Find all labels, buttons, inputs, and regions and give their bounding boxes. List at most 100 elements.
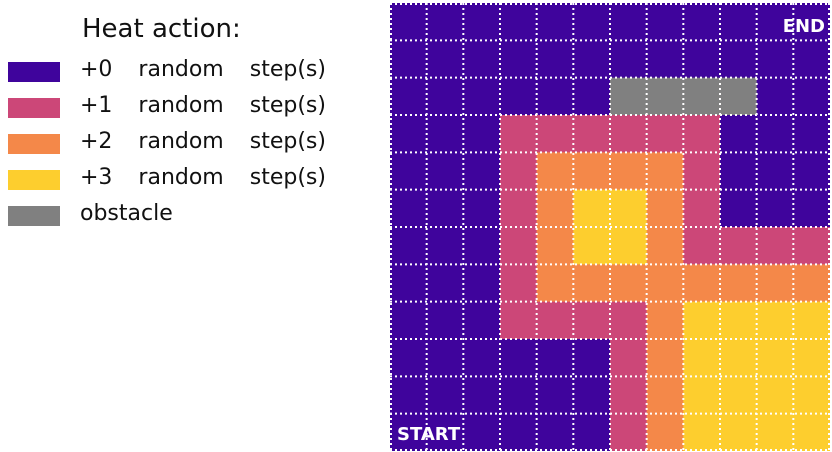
grid-cell-plus0 [390,189,428,228]
grid-cell-plus1 [756,227,794,265]
grid-cell-plus1 [793,227,830,265]
legend-label-plus3: +3 random step(s) [80,165,326,190]
grid-cell-plus0 [426,339,464,377]
grid-cell-plus0 [426,413,464,451]
grid-cell-plus1 [500,152,538,191]
grid-cell-plus3 [793,376,830,415]
grid-cell-plus1 [500,115,538,153]
grid-cell-plus1 [500,264,538,303]
grid-cell-plus0 [426,227,464,265]
grid-cell-plus0 [756,3,794,41]
grid-cell-plus0 [720,40,758,79]
grid-cell-plus0 [463,152,501,191]
grid-cell-plus0 [500,413,538,451]
start-label: START [397,424,461,445]
grid-cell-plus1 [573,115,611,153]
grid-cell-plus2 [756,264,794,303]
grid-cell-plus0 [793,152,830,191]
grid-cell-plus0 [536,413,574,451]
grid-cell-plus2 [683,264,721,303]
grid-cell-plus0 [463,413,501,451]
grid-cell-plus3 [793,339,830,377]
grid-cell-plus0 [426,115,464,153]
grid-cell-plus2 [646,413,684,451]
grid-cell-plus0 [610,3,648,41]
grid-cell-plus0 [390,301,428,340]
grid-cell-plus0 [426,189,464,228]
grid-cell-plus1 [500,301,538,340]
grid-cell-plus2 [646,189,684,228]
grid-cell-plus0 [793,77,830,116]
grid-cell-plus1 [573,301,611,340]
grid-cell-plus3 [610,189,648,228]
grid-cell-plus0 [463,264,501,303]
legend-item-plus3: +3 random step(s) [8,165,380,196]
grid-cell-plus2 [646,301,684,340]
legend-swatch-plus1 [8,98,60,118]
grid-cell-plus0 [536,3,574,41]
grid-cell-plus1 [646,115,684,153]
grid-cell-plus3 [793,413,830,451]
grid-cell-plus3 [683,413,721,451]
legend-label-obstacle: obstacle [80,201,173,226]
legend-label-plus1: +1 random step(s) [80,93,326,118]
grid-cell-plus0 [390,376,428,415]
grid-cell-plus0 [793,115,830,153]
grid-cell-plus3 [683,301,721,340]
grid-cell-plus0 [610,40,648,79]
grid-cell-plus2 [536,152,574,191]
grid-cell-plus3 [793,301,830,340]
grid-cell-plus0 [390,77,428,116]
grid-cell-plus3 [720,301,758,340]
grid-cell-plus0 [720,152,758,191]
grid-cell-plus0 [426,3,464,41]
grid-cell-plus0 [500,376,538,415]
legend-item-obstacle: obstacle [8,201,380,232]
grid-cell-plus0 [390,227,428,265]
grid-cell-plus3 [756,413,794,451]
grid-cell-plus2 [646,339,684,377]
grid-cell-plus3 [720,413,758,451]
grid-cell-plus3 [573,189,611,228]
grid-cell-plus0 [426,152,464,191]
legend: Heat action: +0 random step(s) +1 random… [0,0,380,240]
grid-cell-plus1 [610,413,648,451]
grid-cell-plus2 [536,227,574,265]
grid-cell-plus0 [720,189,758,228]
grid-cell-plus3 [756,339,794,377]
grid-cell-plus2 [573,152,611,191]
grid-cell-plus0 [646,3,684,41]
grid-cell-plus2 [536,189,574,228]
grid-cell-plus2 [646,264,684,303]
grid-cell-plus0 [536,339,574,377]
legend-swatch-plus2 [8,134,60,154]
grid-cell-plus3 [683,376,721,415]
grid-cell-plus2 [646,152,684,191]
grid-cell-plus0 [573,339,611,377]
grid-cell-plus0 [500,40,538,79]
grid-cell-plus0 [756,189,794,228]
grid-cell-plus2 [610,152,648,191]
grid-cell-plus0 [500,3,538,41]
grid-cell-plus1 [683,227,721,265]
grid-cell-plus1 [610,339,648,377]
legend-item-plus1: +1 random step(s) [8,93,380,124]
grid-cell-obstacle [720,77,758,116]
grid-cell-plus0 [390,339,428,377]
grid-cell-plus0 [793,189,830,228]
grid-cell-obstacle [610,77,648,116]
grid-cell-plus0 [463,376,501,415]
grid-cell-plus0 [573,376,611,415]
grid-cell-plus1 [720,227,758,265]
heat-grid-svg [390,3,830,451]
grid-cell-plus0 [793,40,830,79]
grid-cell-plus0 [463,339,501,377]
grid-cell-plus2 [646,376,684,415]
grid-cell-plus1 [683,152,721,191]
grid-cell-plus0 [426,77,464,116]
grid-cell-plus0 [426,376,464,415]
grid-cell-plus0 [683,40,721,79]
grid-cell-plus0 [756,152,794,191]
grid-cell-plus0 [756,40,794,79]
grid-cell-plus3 [610,227,648,265]
